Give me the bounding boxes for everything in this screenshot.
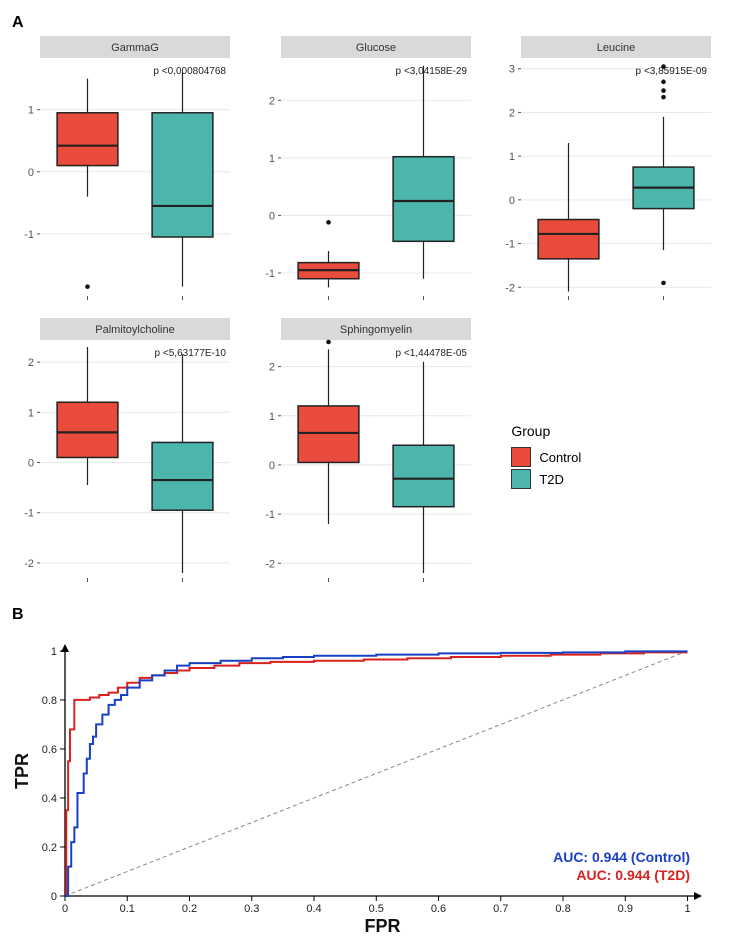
x-tick-label: 1 — [684, 903, 690, 915]
y-tick-label: 0.2 — [42, 842, 57, 854]
y-tick-label: 2 — [509, 107, 515, 119]
boxplot-title: Sphingomyelin — [340, 324, 412, 336]
boxplot-svg: -1 0 1 2 Glucose p <3,04158E-29 — [251, 36, 477, 308]
y-tick-label: 0 — [269, 460, 275, 472]
x-axis-label: FPR — [365, 916, 401, 936]
boxplot-title: Palmitoylcholine — [95, 324, 174, 336]
x-tick-label: 0.6 — [431, 903, 446, 915]
y-tick-label: 0.4 — [42, 793, 57, 805]
y-tick-label: 1 — [509, 151, 515, 163]
y-tick-label: -2 — [24, 558, 34, 570]
x-tick-label: 0.8 — [555, 903, 570, 915]
boxplot-cell: -2 -1 0 1 2 3 Leucine p <3,85915E-09 — [491, 36, 728, 314]
y-tick-label: 0 — [509, 195, 515, 207]
boxplot-title: Leucine — [597, 42, 636, 54]
y-tick-label: 0 — [269, 210, 275, 222]
x-tick-label: 0.7 — [493, 903, 508, 915]
x-tick-label: 0.9 — [618, 903, 633, 915]
y-axis-label: TPR — [12, 753, 32, 789]
x-tick-label: 0.4 — [306, 903, 321, 915]
panel-b-label: B — [12, 606, 726, 624]
boxplot-cell: -1 0 1 2 Glucose p <3,04158E-29 — [251, 36, 488, 314]
boxplot-cell: -1 0 1 GammaG p <0,000804768 — [10, 36, 247, 314]
y-tick-label: -1 — [265, 509, 275, 521]
boxplot-title: GammaG — [111, 42, 159, 54]
roc-legend-label: AUC: 0.944 (T2D) — [576, 867, 690, 883]
pvalue-label: p <3,85915E-09 — [636, 66, 708, 77]
x-tick-label: 0.2 — [182, 903, 197, 915]
legend-item: T2D — [511, 469, 728, 489]
y-tick-label: -1 — [24, 508, 34, 520]
y-tick-label: 0.8 — [42, 695, 57, 707]
boxplot-svg: -2 -1 0 1 2 3 Leucine p <3,85915E-09 — [491, 36, 717, 308]
legend-swatch — [511, 469, 531, 489]
y-tick-label: 1 — [269, 153, 275, 165]
y-tick-label: -2 — [265, 558, 275, 570]
pvalue-label: p <5,63177E-10 — [155, 348, 227, 359]
x-tick-label: 0.1 — [120, 903, 135, 915]
legend-swatch — [511, 447, 531, 467]
roc-legend-label: AUC: 0.944 (Control) — [553, 849, 690, 865]
figure-container: A -1 0 1 GammaG p <0,000804768 -1 0 1 2 Glucose p… — [10, 10, 728, 938]
legend-label: Control — [539, 450, 581, 465]
legend-label: T2D — [539, 472, 564, 487]
y-tick-label: 0 — [28, 167, 34, 179]
boxplot-svg: -1 0 1 GammaG p <0,000804768 — [10, 36, 236, 308]
y-tick-label: -1 — [506, 239, 516, 251]
legend-item: Control — [511, 447, 728, 467]
roc-panel: 0 0.1 0.2 0.3 0.4 0.5 0.6 0.7 0.8 0.9 1 0 0.2 0.4 0.6 0… — [10, 638, 728, 938]
x-tick-label: 0.5 — [369, 903, 384, 915]
x-tick-label: 0.3 — [244, 903, 259, 915]
y-tick-label: 3 — [509, 64, 515, 76]
boxplot-cell: -2 -1 0 1 2 Palmitoylcholine p <5,63177E-10 — [10, 318, 247, 596]
boxplot-svg: -2 -1 0 1 2 Sphingomyelin p <1,44478E-05 — [251, 318, 477, 590]
boxplot-grid: -1 0 1 GammaG p <0,000804768 -1 0 1 2 Glucose p <… — [10, 36, 728, 596]
y-tick-label: -2 — [506, 282, 516, 294]
legend: Group Control T2D — [491, 318, 728, 596]
y-tick-label: 0 — [28, 458, 34, 470]
y-tick-label: 2 — [269, 362, 275, 374]
y-tick-label: 1 — [51, 646, 57, 658]
y-tick-label: 2 — [28, 357, 34, 369]
legend-title: Group — [511, 423, 728, 439]
pvalue-label: p <0,000804768 — [153, 66, 226, 77]
boxplot-title: Glucose — [355, 42, 395, 54]
roc-svg: 0 0.1 0.2 0.3 0.4 0.5 0.6 0.7 0.8 0.9 1 0 0.2 0.4 0.6 0… — [10, 638, 710, 938]
y-tick-label: 2 — [269, 95, 275, 107]
boxplot-cell: -2 -1 0 1 2 Sphingomyelin p <1,44478E-05 — [251, 318, 488, 596]
boxplot-svg: -2 -1 0 1 2 Palmitoylcholine p <5,63177E-10 — [10, 318, 236, 590]
x-tick-label: 0 — [62, 903, 68, 915]
y-tick-label: -1 — [265, 268, 275, 280]
y-tick-label: -1 — [24, 229, 34, 241]
y-tick-label: 0 — [51, 891, 57, 903]
y-tick-label: 1 — [28, 105, 34, 117]
pvalue-label: p <1,44478E-05 — [395, 348, 467, 359]
panel-a-label: A — [12, 14, 726, 32]
y-tick-label: 0.6 — [42, 744, 57, 756]
y-tick-label: 1 — [28, 407, 34, 419]
pvalue-label: p <3,04158E-29 — [395, 66, 467, 77]
y-tick-label: 1 — [269, 411, 275, 423]
